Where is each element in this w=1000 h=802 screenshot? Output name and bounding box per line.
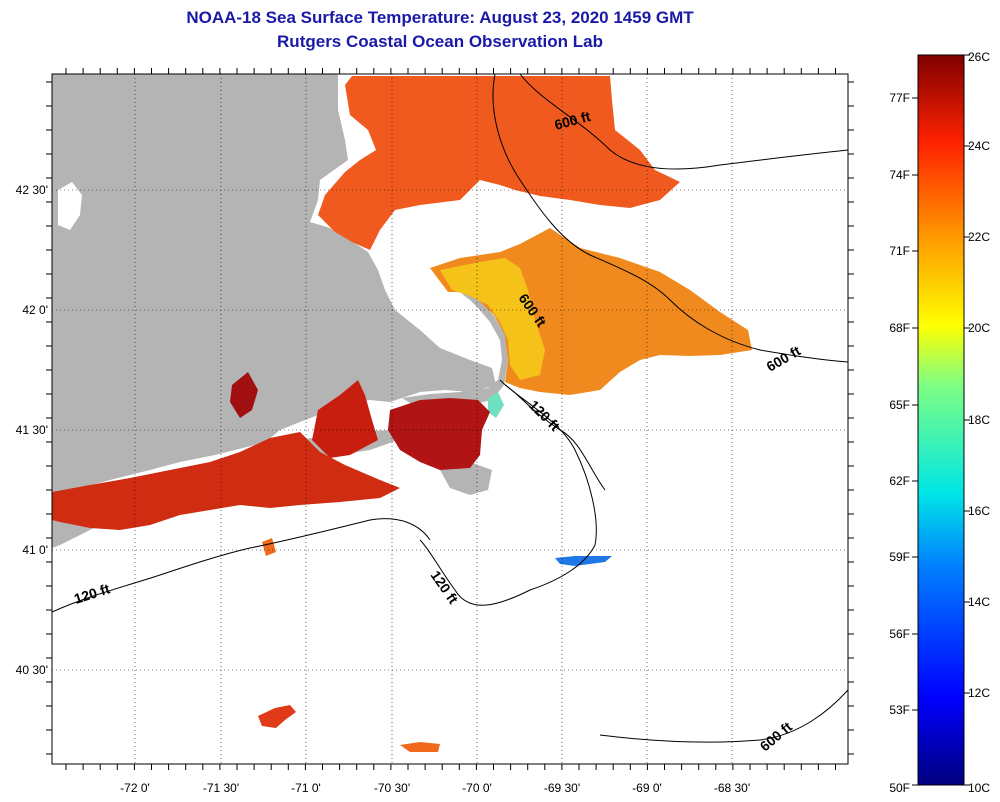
cloud-patch bbox=[58, 182, 82, 230]
cbar-c-label: 12C bbox=[968, 686, 990, 700]
lat-label: 40 30' bbox=[16, 663, 48, 677]
lon-label: -70 30' bbox=[374, 781, 410, 795]
sst-buzzards-bay bbox=[312, 380, 378, 458]
graticule bbox=[52, 74, 848, 764]
cbar-f-label: 50F bbox=[889, 781, 910, 795]
cbar-c-label: 20C bbox=[968, 321, 990, 335]
cbar-f-label: 77F bbox=[889, 91, 910, 105]
cbar-c-label: 14C bbox=[968, 595, 990, 609]
sst-south-shelf bbox=[52, 432, 400, 530]
cbar-f-label: 68F bbox=[889, 321, 910, 335]
lat-label: 41 30' bbox=[16, 423, 48, 437]
sst-narragansett bbox=[230, 372, 258, 418]
lat-label: 42 0' bbox=[22, 303, 48, 317]
lon-label: -69 0' bbox=[632, 781, 662, 795]
cbar-f-label: 62F bbox=[889, 474, 910, 488]
sst-patch-2 bbox=[400, 742, 440, 752]
sst-gulf-of-maine bbox=[318, 76, 680, 250]
sst-patch-3 bbox=[262, 538, 276, 556]
cbar-c-label: 10C bbox=[968, 781, 990, 795]
lat-label: 41 0' bbox=[22, 543, 48, 557]
sst-patch-1 bbox=[258, 705, 296, 728]
cbar-f-label: 56F bbox=[889, 627, 910, 641]
cbar-f-label: 53F bbox=[889, 703, 910, 717]
cbar-c-label: 22C bbox=[968, 230, 990, 244]
lat-label: 42 30' bbox=[16, 183, 48, 197]
sst-cool-spot bbox=[488, 392, 504, 418]
lon-label: -70 0' bbox=[462, 781, 492, 795]
cbar-f-label: 59F bbox=[889, 550, 910, 564]
lon-label: -72 0' bbox=[120, 781, 150, 795]
lon-label: -69 30' bbox=[544, 781, 580, 795]
map-subtitle: Rutgers Coastal Ocean Observation Lab bbox=[277, 32, 603, 51]
colorbar-ticks bbox=[912, 54, 970, 786]
land-island-2 bbox=[440, 462, 492, 495]
lon-label: -71 30' bbox=[203, 781, 239, 795]
cbar-f-label: 74F bbox=[889, 168, 910, 182]
land-new-england bbox=[52, 74, 496, 495]
lon-label: -71 0' bbox=[291, 781, 321, 795]
bathymetry-contours bbox=[52, 74, 848, 743]
cbar-c-label: 16C bbox=[968, 504, 990, 518]
cbar-f-label: 71F bbox=[889, 244, 910, 258]
map-title: NOAA-18 Sea Surface Temperature: August … bbox=[186, 8, 694, 27]
map-ticks bbox=[46, 68, 854, 770]
cbar-c-label: 24C bbox=[968, 139, 990, 153]
sst-nantucket-sound bbox=[388, 398, 490, 470]
cbar-f-label: 65F bbox=[889, 398, 910, 412]
map-frame bbox=[51, 73, 849, 765]
cbar-c-label: 18C bbox=[968, 413, 990, 427]
lon-label: -68 30' bbox=[714, 781, 750, 795]
colorbar bbox=[917, 54, 965, 786]
sst-yellow-band bbox=[440, 258, 545, 380]
cbar-c-label: 26C bbox=[968, 50, 990, 64]
